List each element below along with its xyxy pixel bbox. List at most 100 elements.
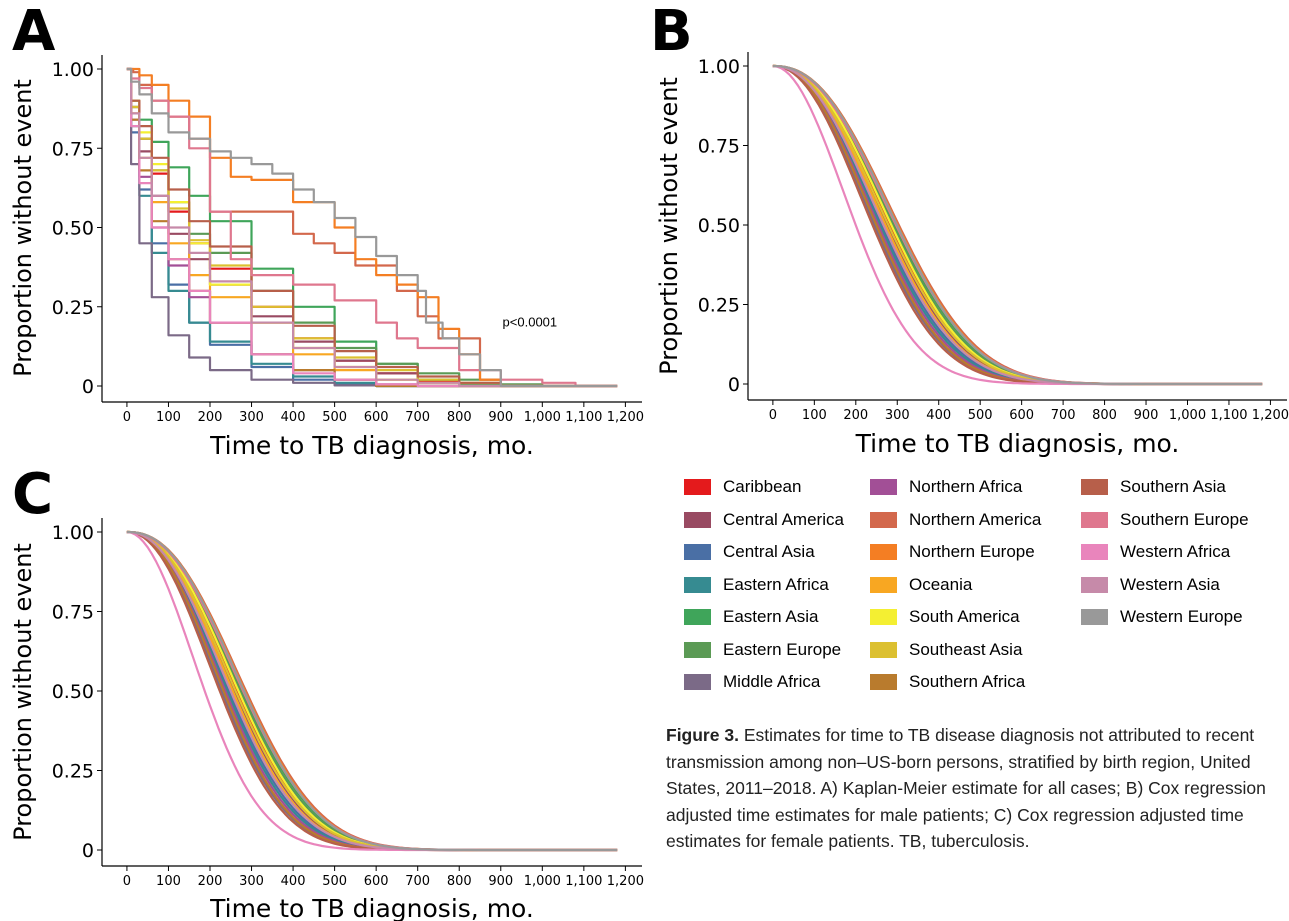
x-tick-label: 800: [447, 410, 472, 425]
series-line-eastern-europe: [772, 64, 1263, 386]
legend-label: Eastern Europe: [723, 639, 842, 659]
series-line-caribbean: [772, 64, 1263, 386]
legend-swatch: [870, 544, 897, 560]
series-line-southern-africa: [126, 530, 618, 852]
series-line-southeast-asia: [126, 530, 618, 852]
x-tick-label: 900: [1134, 408, 1159, 423]
legend-item-eastern-europe: Eastern Europe: [684, 639, 841, 661]
series-line-oceania: [772, 64, 1263, 386]
x-tick-label: 800: [1092, 408, 1117, 423]
legend-item-southern-asia: Southern Asia: [1081, 476, 1226, 498]
x-tick-label: 300: [885, 408, 910, 423]
x-tick-label: 400: [926, 408, 951, 423]
legend-label: Western Europe: [1120, 607, 1243, 626]
legend-swatch: [684, 511, 711, 528]
y-axis-label: Proportion without event: [9, 79, 37, 377]
x-tick-label: 700: [1051, 408, 1076, 423]
series-group: [772, 64, 1263, 386]
x-tick-label: 600: [364, 874, 389, 889]
series-line-eastern-asia: [772, 64, 1263, 386]
legend-item-northern-america: Northern America: [870, 509, 1041, 531]
x-tick-label: 500: [322, 410, 347, 425]
legend-swatch: [684, 609, 711, 625]
caption-text: Estimates for time to TB disease diagnos…: [666, 725, 1266, 851]
series-group: [126, 67, 618, 388]
legend-item-central-america: Central America: [684, 509, 844, 531]
x-tick-label: 700: [405, 874, 430, 889]
legend-item-middle-africa: Middle Africa: [684, 671, 820, 693]
x-tick-label: 900: [488, 874, 513, 889]
legend-item-oceania: Oceania: [870, 574, 972, 596]
x-tick-label: 300: [239, 874, 264, 889]
legend-item-northern-europe: Northern Europe: [870, 541, 1035, 563]
x-tick-label: 400: [281, 410, 306, 425]
x-tick-label: 1,000: [1169, 408, 1206, 423]
x-tick-label: 1,100: [565, 874, 602, 889]
y-tick-label: 0.25: [52, 297, 94, 319]
series-line-eastern-europe: [126, 530, 618, 852]
legend-item-western-africa: Western Africa: [1081, 541, 1230, 563]
series-line-eastern-asia: [126, 530, 618, 852]
series-line-northern-europe: [126, 530, 618, 852]
legend-label: Northern Europe: [909, 542, 1035, 561]
series-line-southern-africa: [772, 64, 1263, 386]
series-line-northern-europe: [772, 64, 1263, 386]
series-line-western-asia: [772, 64, 1263, 386]
legend-label: Central Asia: [723, 542, 815, 561]
series-line-central-america: [772, 64, 1263, 386]
series-line-western-asia: [126, 530, 618, 852]
legend-item-southeast-asia: Southeast Asia: [870, 639, 1022, 661]
x-tick-label: 600: [1009, 408, 1034, 423]
x-tick-label: 1,200: [1252, 408, 1289, 423]
p-value-annotation: p<0.0001: [503, 315, 558, 330]
x-tick-label: 0: [123, 874, 131, 889]
legend-label: Western Africa: [1120, 542, 1231, 561]
series-line-eastern-africa: [126, 530, 618, 852]
series-line-south-america: [126, 530, 618, 852]
series-line-western-europe: [126, 67, 618, 388]
series-line-southern-europe: [126, 530, 618, 852]
series-line-northern-america: [126, 530, 618, 852]
series-line-southern-asia: [126, 530, 618, 852]
series-line-northern-africa: [772, 64, 1263, 386]
x-tick-label: 1,000: [524, 874, 561, 889]
panel-c: C 0 0.25 0.50 0.75 1.00 0 100 200 300 400 500 600 700…: [9, 462, 644, 921]
legend-label: Southern Africa: [909, 672, 1026, 691]
series-line-western-asia: [126, 67, 618, 388]
x-tick-label: 200: [843, 408, 868, 423]
x-tick-label: 100: [156, 874, 181, 889]
legend-label: Northern America: [909, 509, 1042, 529]
series-line-middle-africa: [126, 530, 618, 852]
legend-swatch: [1081, 609, 1108, 625]
legend-item-northern-africa: Northern Africa: [870, 476, 1022, 498]
y-tick-label: 0.50: [52, 681, 94, 703]
legend: Caribbean Central America Central Asia East…: [684, 476, 1284, 701]
x-tick-label: 700: [405, 410, 430, 425]
x-tick-label: 300: [239, 410, 264, 425]
y-tick-label: 0: [82, 376, 94, 398]
y-tick-label: 0.25: [52, 761, 94, 783]
legend-label: Southeast Asia: [909, 639, 1023, 659]
legend-swatch: [684, 641, 711, 658]
y-axis-label: Proportion without event: [655, 77, 683, 375]
series-line-western-europe: [126, 530, 618, 852]
legend-item-western-asia: Western Asia: [1081, 574, 1220, 596]
x-axis-label: Time to TB diagnosis, mo.: [209, 431, 534, 460]
legend-label: Eastern Asia: [723, 607, 819, 626]
legend-swatch: [684, 544, 711, 560]
legend-swatch: [684, 576, 711, 593]
legend-label: Middle Africa: [723, 672, 821, 691]
legend-item-south-america: South America: [870, 606, 1020, 628]
legend-swatch: [870, 511, 897, 528]
legend-item-central-asia: Central Asia: [684, 541, 815, 563]
panel-letter-c: C: [12, 462, 53, 527]
series-line-eastern-africa: [772, 64, 1263, 386]
y-tick-label: 1.00: [52, 59, 94, 81]
legend-swatch: [1081, 576, 1108, 593]
legend-item-southern-africa: Southern Africa: [870, 671, 1025, 693]
legend-item-eastern-asia: Eastern Asia: [684, 606, 818, 628]
series-line-western-africa: [772, 64, 1263, 386]
series-line-southern-asia: [772, 64, 1263, 386]
series-line-southeast-asia: [772, 64, 1263, 386]
